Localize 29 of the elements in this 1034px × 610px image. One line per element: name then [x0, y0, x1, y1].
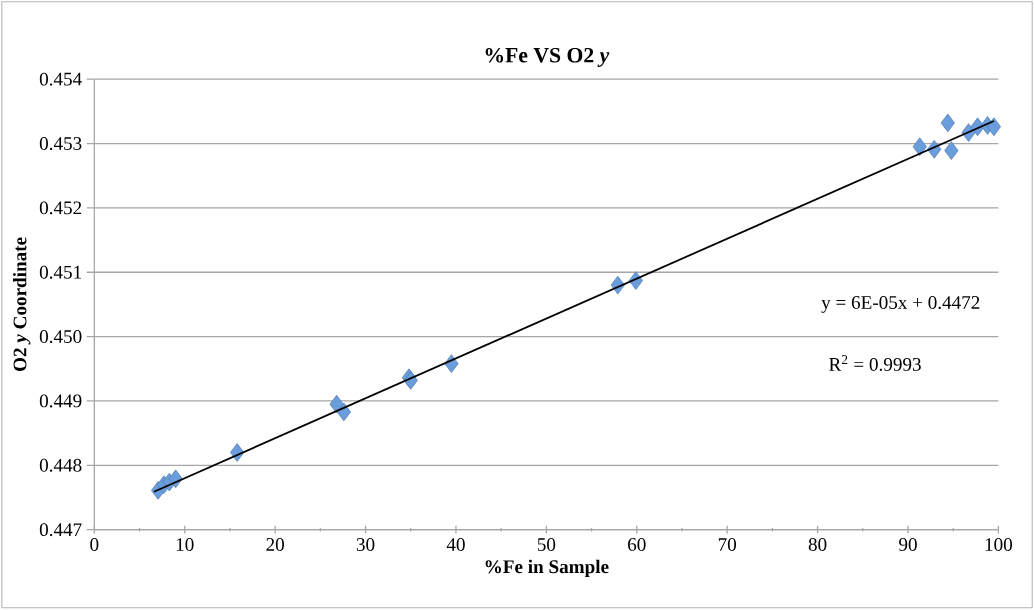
x-tick-label: 60 [628, 538, 646, 552]
x-tick-label: 90 [899, 538, 917, 552]
y-tick-label: 0.454 [39, 72, 82, 86]
point [329, 395, 344, 414]
y-axis-title: O2 y Coordinate [13, 237, 31, 372]
x-tick-label: 70 [718, 538, 737, 552]
x-tick-label: 10 [176, 538, 194, 552]
annotation: y = 6E-05x + 0.4472 [821, 296, 980, 314]
y-tick-label: 0.449 [39, 394, 82, 408]
x-tick-label: 80 [808, 538, 827, 552]
y-tick-label: 0.452 [39, 201, 82, 215]
y-tick-label: 0.448 [39, 459, 82, 473]
y-tick-label: 0.450 [39, 330, 82, 344]
x-tick-label: 20 [266, 538, 284, 552]
x-tick-label: 100 [985, 538, 1013, 552]
y-tick-label: 0.453 [39, 137, 82, 151]
point [912, 137, 927, 157]
point [986, 117, 1001, 137]
y-tick-label: 0.447 [39, 523, 82, 537]
x-tick-label: 50 [537, 538, 556, 552]
point [944, 141, 959, 161]
point [940, 113, 955, 133]
annotation: R$^{2}$ = 0.9993 [829, 355, 921, 372]
x-tick-label: 40 [446, 538, 465, 552]
y-tick-label: 0.451 [39, 265, 82, 279]
x-tick-label: 30 [356, 538, 375, 552]
x-axis-title: %Fe in Sample [485, 559, 609, 578]
chart-title: %Fe VS O2 y [485, 48, 610, 68]
x-tick-label: 0 [90, 538, 99, 552]
